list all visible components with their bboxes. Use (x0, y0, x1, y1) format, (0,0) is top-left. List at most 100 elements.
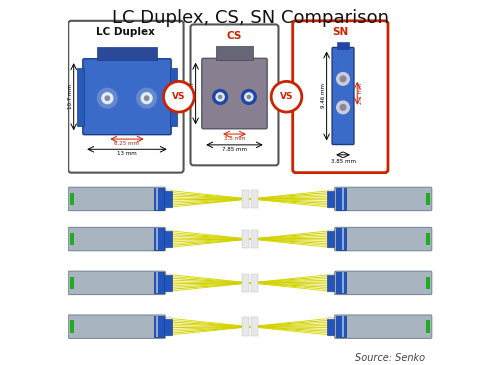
FancyBboxPatch shape (332, 47, 354, 145)
Text: 2.1 mm: 2.1 mm (358, 82, 364, 104)
Bar (156, 188, 158, 210)
Bar (252, 273, 258, 292)
Bar (70, 277, 73, 289)
Circle shape (340, 104, 346, 110)
Bar (328, 189, 334, 208)
Bar (426, 193, 430, 205)
Text: 5.3 mm: 5.3 mm (190, 83, 194, 104)
Circle shape (144, 96, 149, 100)
Circle shape (164, 81, 194, 112)
Bar (164, 275, 172, 291)
Circle shape (271, 81, 302, 112)
Bar (336, 316, 346, 337)
Bar (164, 319, 172, 335)
FancyBboxPatch shape (202, 58, 267, 129)
Text: 7.85 mm: 7.85 mm (222, 147, 247, 152)
Circle shape (340, 76, 346, 82)
Bar (76, 68, 84, 126)
Bar (70, 320, 73, 333)
Text: Source: Senko: Source: Senko (355, 353, 425, 363)
Bar (170, 68, 177, 126)
Bar (252, 230, 258, 249)
Bar (326, 319, 334, 335)
Bar (70, 233, 73, 245)
Circle shape (102, 93, 113, 104)
Circle shape (245, 93, 253, 101)
Circle shape (242, 89, 256, 104)
Text: 6.25 mm: 6.25 mm (114, 141, 140, 146)
Bar (336, 272, 346, 293)
Bar (164, 231, 172, 247)
Text: SN: SN (332, 27, 348, 37)
Bar (242, 273, 248, 292)
Text: 3.85 mm: 3.85 mm (330, 159, 355, 164)
FancyBboxPatch shape (68, 227, 166, 251)
Bar (242, 189, 248, 208)
Text: LC Duplex, CS, SN Comparison: LC Duplex, CS, SN Comparison (112, 9, 388, 27)
Bar (326, 275, 334, 291)
FancyBboxPatch shape (68, 271, 166, 295)
Circle shape (216, 93, 224, 101)
Bar (166, 230, 172, 249)
FancyBboxPatch shape (334, 271, 432, 295)
Bar (242, 230, 248, 249)
Bar (252, 317, 258, 336)
Circle shape (212, 89, 228, 104)
Text: CS: CS (227, 31, 242, 41)
Text: 9.46 mm: 9.46 mm (320, 84, 326, 108)
Bar (342, 272, 344, 293)
Circle shape (336, 73, 349, 85)
Bar (156, 316, 158, 337)
Bar (216, 46, 253, 60)
Circle shape (247, 95, 250, 99)
Bar (156, 272, 158, 293)
Bar (426, 233, 430, 245)
FancyBboxPatch shape (334, 315, 432, 338)
FancyBboxPatch shape (83, 59, 171, 135)
Bar (164, 191, 172, 207)
FancyBboxPatch shape (68, 315, 166, 338)
Bar (336, 188, 346, 210)
Text: 13 mm: 13 mm (117, 151, 137, 156)
Bar (328, 273, 334, 292)
Text: 3.8 mm: 3.8 mm (224, 136, 245, 141)
Bar (166, 273, 172, 292)
Bar (426, 320, 430, 333)
Bar (342, 188, 344, 210)
Bar (328, 230, 334, 249)
Bar (154, 316, 164, 337)
Text: LC Duplex: LC Duplex (96, 27, 156, 37)
FancyBboxPatch shape (68, 21, 184, 173)
Bar (166, 189, 172, 208)
Text: VS: VS (172, 92, 186, 101)
Bar (166, 317, 172, 336)
Bar (154, 272, 164, 293)
Circle shape (218, 95, 222, 99)
Bar (426, 277, 430, 289)
Bar (154, 188, 164, 210)
Bar (342, 316, 344, 337)
FancyBboxPatch shape (292, 21, 388, 173)
FancyBboxPatch shape (334, 227, 432, 251)
Bar (336, 228, 346, 250)
Bar (342, 228, 344, 250)
Bar (154, 228, 164, 250)
Text: 10.7 mm: 10.7 mm (68, 84, 72, 109)
FancyBboxPatch shape (334, 187, 432, 211)
Bar (70, 193, 73, 205)
Text: VS: VS (280, 92, 293, 101)
Bar (242, 317, 248, 336)
Bar (156, 228, 158, 250)
Circle shape (137, 88, 156, 108)
Bar (326, 231, 334, 247)
Bar (326, 191, 334, 207)
Circle shape (105, 96, 110, 100)
Circle shape (141, 93, 152, 104)
Bar (252, 189, 258, 208)
Bar (328, 317, 334, 336)
FancyBboxPatch shape (190, 24, 278, 165)
Circle shape (336, 101, 349, 114)
Bar (97, 47, 157, 60)
Bar (337, 42, 349, 49)
Circle shape (98, 88, 117, 108)
